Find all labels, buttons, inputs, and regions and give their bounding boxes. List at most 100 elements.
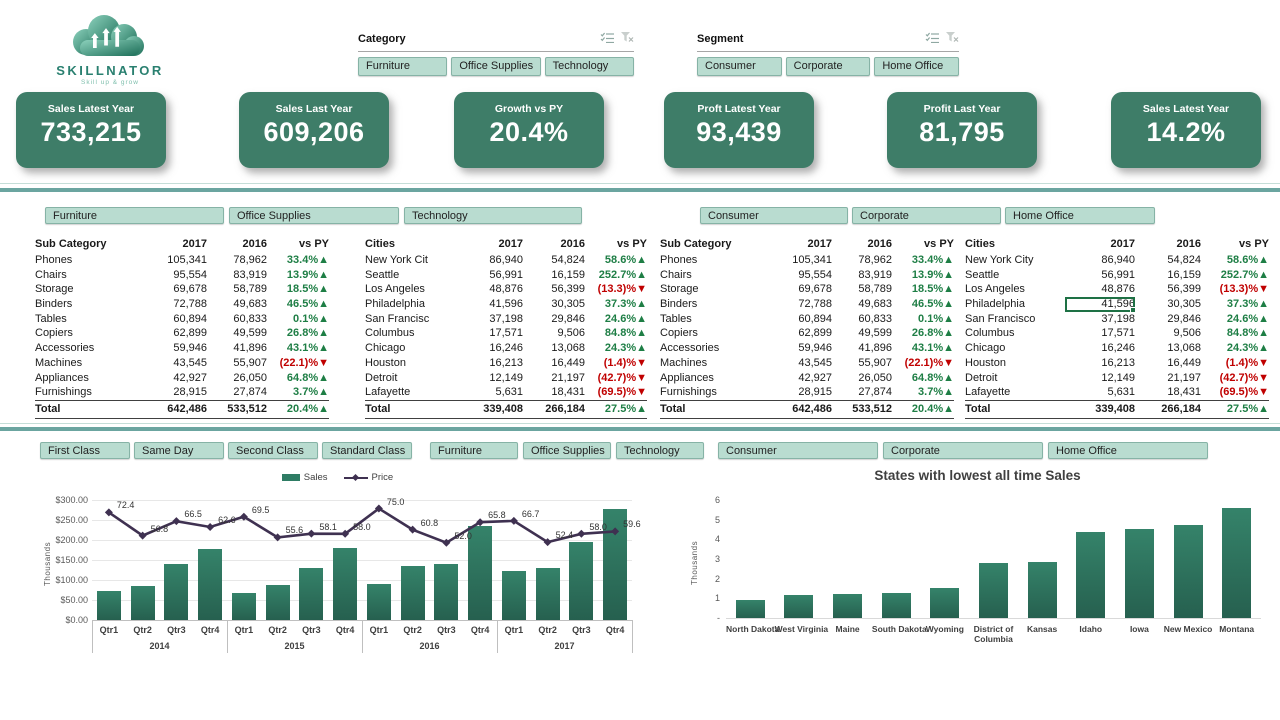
cell: 105,341 [167,254,207,266]
y-tick-label: 4 [714,534,720,545]
table-row-binders: Binders 72,788 49,683 46.5%▲ [35,297,329,312]
cell: 105,341 [792,254,832,266]
total-cell: Total [660,402,686,415]
vs-py-cell: 252.7%▲ [598,268,647,281]
cell: 56,399 [1167,283,1201,296]
cell: 48,876 [1101,283,1135,296]
slicer-button-corporate[interactable]: Corporate [785,57,871,76]
line-marker-icon [206,522,215,531]
vs-py-cell: (42.7)%▼ [597,371,647,384]
table-row-houston: Houston 16,213 16,449 (1.4)%▼ [965,356,1269,371]
cities-table-left: Cities 2017 2016 vs PY New York Cit 86,940 54,… [365,236,647,419]
header-cell-2016: 2016 [1176,238,1201,250]
x-tick-state: District of Columbia [973,624,1014,644]
y-axis-title: Thousands [690,540,699,585]
mid-slicer-button-office-supplies[interactable]: Office Supplies [229,207,399,224]
cell: Los Angeles [365,283,425,296]
vs-py-cell: 3.7%▲ [293,386,329,399]
vs-py-cell: 37.3%▲ [1226,298,1269,311]
kpi-label: Growth vs PY [494,103,564,115]
clear-filter-icon[interactable] [621,30,634,48]
cell: 30,305 [551,298,585,311]
total-cell: 266,184 [1161,402,1201,415]
cell: 54,824 [551,254,585,266]
vs-py-cell: 46.5%▲ [911,298,954,311]
clear-filter-icon[interactable] [946,30,959,48]
table-row-storage: Storage 69,678 58,789 18.5%▲ [660,282,954,297]
kpi-label: Sales Latest Year [47,103,135,115]
table-row-philadelphia: Philadelphia 41,596 30,305 37.3%▲ [365,297,647,312]
bottom-slicer-button-office-supplies[interactable]: Office Supplies [523,442,611,459]
bottom-slicer-button-home-office[interactable]: Home Office [1048,442,1208,459]
mid-slicer-button-technology[interactable]: Technology [404,207,582,224]
sales-swatch-icon [281,473,300,481]
axis-group-separator [92,620,93,653]
cell: 49,683 [858,298,892,311]
cell: 17,571 [489,327,523,340]
vs-py-cell: 24.3%▲ [1226,342,1269,355]
sales-bar [569,542,594,620]
state-sales-bar [979,562,1008,618]
line-marker-icon [172,517,181,526]
table-row-binders: Binders 72,788 49,683 46.5%▲ [660,297,954,312]
cell: 21,197 [551,371,585,384]
cell: 43,545 [798,356,832,369]
vs-py-cell: (69.5)%▼ [597,386,647,399]
bottom-slicer-button-corporate[interactable]: Corporate [883,442,1043,459]
mid-slicer-button-home-office[interactable]: Home Office [1005,207,1155,224]
mid-slicer-button-corporate[interactable]: Corporate [852,207,1001,224]
subcategory-table-right: Sub Category 2017 2016 vs PY Phones 105,341 78… [660,236,954,419]
slicer-button-home-office[interactable]: Home Office [874,57,960,76]
table-total-row: Total 642,486 533,512 20.4%▲ [660,399,954,419]
selected-cell[interactable]: 41,596 [1065,297,1135,312]
multiselect-icon[interactable] [925,30,939,48]
cell: Lafayette [365,386,411,399]
mid-slicer-button-furniture[interactable]: Furniture [45,207,224,224]
vs-py-cell: (1.4)%▼ [603,356,647,369]
bottom-slicer-button-consumer[interactable]: Consumer [718,442,878,459]
total-cell: 642,486 [167,402,207,415]
total-vs-py-cell: 27.5%▲ [1226,402,1269,415]
y-tick-label: 6 [714,495,720,505]
total-cell: 339,408 [483,402,523,415]
section-divider [0,188,1280,192]
mid-slicer-button-consumer[interactable]: Consumer [700,207,848,224]
table-row-accessories: Accessories 59,946 41,896 43.1%▲ [35,341,329,356]
kpi-card-sales-latest-year-0: Sales Latest Year 733,215 [16,92,166,168]
bottom-slicer-button-technology[interactable]: Technology [616,442,704,459]
header-cell-sub-category: Sub Category [35,238,107,250]
cell: 16,246 [1101,342,1135,355]
cell: 60,833 [858,312,892,325]
cell: 83,919 [233,268,267,281]
slicer-button-furniture[interactable]: Furniture [358,57,448,76]
bottom-slicer-button-furniture[interactable]: Furniture [430,442,518,459]
slicer-button-technology[interactable]: Technology [544,57,634,76]
cell: Seattle [365,268,400,281]
bottom-slicer-button-second-class[interactable]: Second Class [228,442,318,459]
table-row-seattle: Seattle 56,991 16,159 252.7%▲ [365,268,647,283]
cell: 86,940 [489,254,523,266]
multiselect-icon[interactable] [600,30,614,48]
vs-py-cell: 58.6%▲ [1226,254,1269,266]
vs-py-cell: 24.6%▲ [1226,312,1269,325]
line-marker-icon [408,525,417,534]
table-row-storage: Storage 69,678 58,789 18.5%▲ [35,282,329,297]
chart-legend: Sales Price [35,472,640,483]
bottom-slicer-button-first-class[interactable]: First Class [40,442,130,459]
header-cell-2017: 2017 [1110,238,1135,250]
table-row-machines: Machines 43,545 55,907 (22.1)%▼ [35,356,329,371]
kpi-card-growth-vs-py-2: Growth vs PY 20.4% [454,92,604,168]
x-tick-state: Idaho [1079,624,1103,634]
y-tick-label: - [717,613,720,623]
slicer-button-office-supplies[interactable]: Office Supplies [451,57,541,76]
bottom-slicer-button-standard-class[interactable]: Standard Class [322,442,412,459]
bottom-slicer-button-same-day[interactable]: Same Day [134,442,224,459]
x-tick-state: Iowa [1129,624,1149,634]
kpi-value: 20.4% [489,117,569,147]
x-tick-quarter: Qtr2 [133,625,152,635]
slicer-button-consumer[interactable]: Consumer [697,57,782,76]
table-row-houston: Houston 16,213 16,449 (1.4)%▼ [365,356,647,371]
table-row-phones: Phones 105,341 78,962 33.4%▲ [660,253,954,268]
x-tick-quarter: Qtr3 [437,625,456,635]
vs-py-cell: (13.3)%▼ [597,283,647,296]
